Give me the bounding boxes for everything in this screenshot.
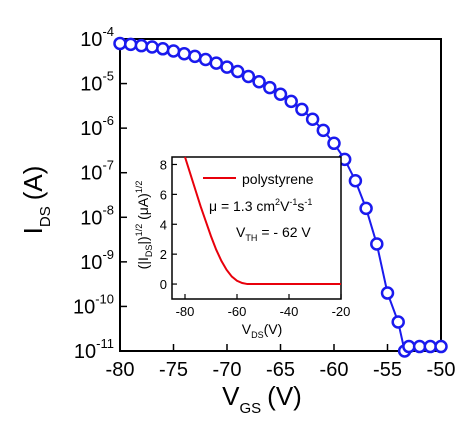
main-y-tick-label: 10-5 [80,69,114,96]
main-data-point [252,75,266,89]
main-data-point [359,201,373,216]
inset-series-line [184,156,341,286]
main-data-point [134,38,149,53]
main-y-tick-label: 10-9 [80,247,114,274]
main-data-point [391,315,405,329]
main-y-tick-label: 10-4 [80,24,114,51]
main-data-point [273,87,288,102]
inset-y-tick-label: 4 [160,217,167,232]
main-ticks: -80 -75 -70 -65 -60 -55 -50 10-11 10-10 10-9 10-8 1… [73,24,456,381]
main-y-tick-label: 10-11 [74,336,114,363]
main-data-point [402,339,416,354]
inset-background [172,157,341,299]
main-data-point [220,60,234,74]
main-data-point [380,286,395,300]
main-data-point [295,102,309,117]
main-data-point [241,69,256,84]
main-y-tick-label: 10-10 [73,291,114,318]
inset-x-tick-label: -60 [228,304,247,319]
inset-y-tick-label: 0 [160,277,167,292]
inset-x-tick-label: -20 [332,304,351,319]
main-series [113,36,448,358]
inset-y-tick-label: 2 [160,247,167,262]
main-data-point [156,42,170,56]
main-data-point [188,49,202,64]
main-y-tick-label: 10-6 [80,113,114,140]
main-x-tick-label: -55 [373,359,402,381]
mobility-annotation: μ = 1.3 cm2V-1s-1 [209,197,312,214]
main-data-point [412,339,427,354]
main-x-tick-label: -65 [266,359,295,381]
inset-y-tick-label: 8 [160,157,167,172]
main-data-point [423,339,438,354]
main-data-point [113,36,127,51]
main-data-point [230,64,245,79]
threshold-voltage-annotation: VTH = - 62 V [236,224,311,243]
main-data-point [370,237,384,251]
inset-ticks: -80 -60 -40 -20 0 2 4 6 8 [160,157,351,319]
inset-series [184,156,341,286]
main-y-tick-label: 10-8 [80,202,114,229]
main-x-tick-label: -75 [159,359,188,381]
inset-plot-frame [171,156,342,300]
main-data-point [198,52,213,67]
main-y-tick-label: 10-7 [80,158,114,185]
inset-legend-label: polystyrene [242,171,314,187]
inset-x-tick-label: -80 [176,304,195,319]
inset-y-tick-label: 6 [160,187,167,202]
main-x-tick-label: -80 [106,359,135,381]
main-data-point [348,173,363,188]
inset-y-axis-label: (|IDS|)1/2 (μA)1/2 [134,181,154,270]
main-data-point [123,37,138,52]
main-data-point [434,339,448,354]
main-data-point [316,123,331,138]
inset-x-axis-label: VDS(V) [242,321,283,340]
main-x-tick-label: -50 [427,359,456,381]
main-data-point [209,56,224,70]
main-y-axis-label: IDS(A) [18,166,54,235]
main-data-point [284,94,298,109]
main-data-point [263,80,277,95]
main-data-point [166,44,181,58]
main-x-tick-label: -70 [213,359,242,381]
main-data-point [327,136,341,151]
main-x-axis-label: VGS (V) [222,381,302,417]
inset-x-tick-label: -40 [280,304,299,319]
main-data-point [177,46,191,61]
main-data-point [145,40,159,54]
main-x-tick-label: -60 [320,359,349,381]
main-data-point [305,112,320,126]
